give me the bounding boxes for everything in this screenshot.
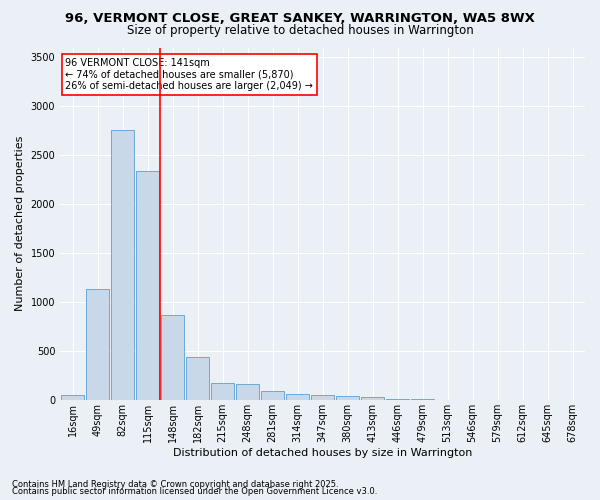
Text: Contains HM Land Registry data © Crown copyright and database right 2025.: Contains HM Land Registry data © Crown c… — [12, 480, 338, 489]
Text: 96 VERMONT CLOSE: 141sqm
← 74% of detached houses are smaller (5,870)
26% of sem: 96 VERMONT CLOSE: 141sqm ← 74% of detach… — [65, 58, 313, 92]
Bar — [211, 383, 234, 400]
Text: 96, VERMONT CLOSE, GREAT SANKEY, WARRINGTON, WA5 8WX: 96, VERMONT CLOSE, GREAT SANKEY, WARRING… — [65, 12, 535, 26]
Bar — [61, 395, 84, 400]
X-axis label: Distribution of detached houses by size in Warrington: Distribution of detached houses by size … — [173, 448, 472, 458]
Bar — [86, 289, 109, 400]
Bar — [112, 130, 134, 400]
Bar — [187, 356, 209, 400]
Bar — [361, 397, 384, 400]
Bar — [262, 391, 284, 400]
Bar — [412, 399, 434, 400]
Bar — [161, 314, 184, 400]
Bar — [311, 396, 334, 400]
Bar — [337, 396, 359, 400]
Bar — [386, 399, 409, 400]
Y-axis label: Number of detached properties: Number of detached properties — [15, 136, 25, 312]
Bar — [236, 384, 259, 400]
Bar — [286, 394, 309, 400]
Text: Size of property relative to detached houses in Warrington: Size of property relative to detached ho… — [127, 24, 473, 37]
Bar — [136, 171, 159, 400]
Text: Contains public sector information licensed under the Open Government Licence v3: Contains public sector information licen… — [12, 487, 377, 496]
